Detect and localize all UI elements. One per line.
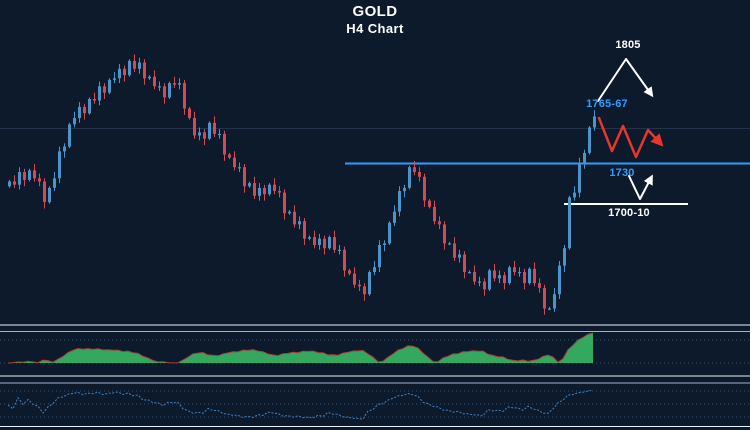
red-zigzag-projection-arrow[interactable] xyxy=(597,116,664,159)
price-label-1765-67[interactable]: 1765-67 xyxy=(586,98,628,110)
chart-title: GOLD H4 Chart xyxy=(0,3,750,37)
drawing-annotations xyxy=(597,58,664,200)
grid-and-level-lines xyxy=(0,128,750,427)
indicator-panels xyxy=(7,332,594,420)
candlestick-series xyxy=(8,54,596,315)
momentum-area-outline xyxy=(7,332,594,364)
timeframe-title: H4 Chart xyxy=(346,21,404,36)
price-label-1700-10[interactable]: 1700-10 xyxy=(608,207,650,219)
oscillator-line xyxy=(7,389,594,420)
momentum-area xyxy=(8,333,593,363)
price-label-1805[interactable]: 1805 xyxy=(615,39,641,51)
price-label-1730[interactable]: 1730 xyxy=(609,167,635,179)
symbol-title: GOLD xyxy=(352,3,398,20)
bounce-projection-arrow[interactable] xyxy=(628,174,653,200)
peak-projection-arrow[interactable] xyxy=(597,58,654,102)
